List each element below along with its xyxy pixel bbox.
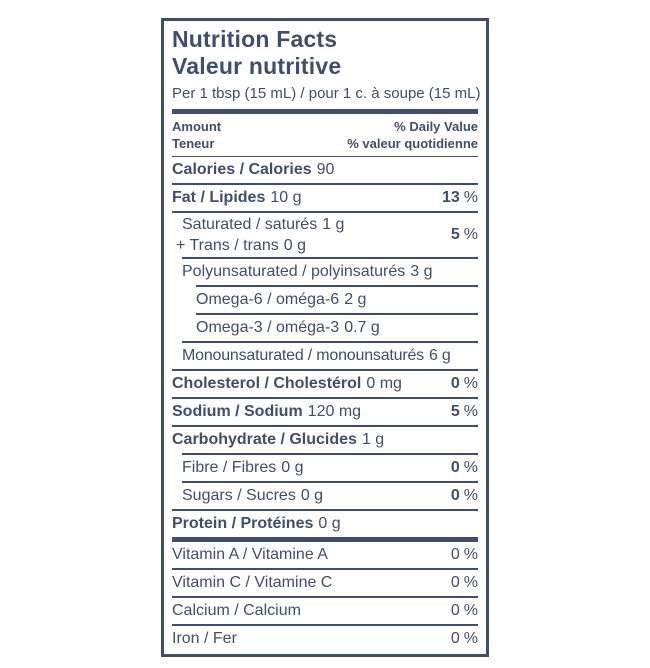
divider: [172, 568, 478, 570]
divider: [172, 211, 478, 213]
divider: [182, 257, 478, 259]
row-cholesterol: Cholesterol / Cholestérol 0 mg 0%: [172, 371, 478, 397]
sodium-daily-value: 5%: [450, 403, 478, 420]
divider: [172, 624, 478, 626]
row-fat: Fat / Lipides 10 g 13%: [172, 185, 478, 211]
polyunsaturated-label: Polyunsaturated / polyinsaturés: [182, 263, 406, 280]
omega6-label: Omega-6 / oméga-6: [196, 291, 340, 308]
row-omega3: Omega-3 / oméga-3 0.7 g: [172, 315, 478, 341]
omega6-value: 2 g: [344, 291, 367, 308]
cholesterol-value: 0 mg: [366, 375, 402, 392]
trans-label: + Trans / trans: [176, 237, 279, 254]
row-protein: Protein / Protéines 0 g: [172, 511, 478, 537]
title-english: Nutrition Facts: [172, 26, 338, 52]
sugars-label: Sugars / Sucres: [182, 487, 296, 504]
fat-label: Fat / Lipides: [172, 189, 266, 206]
row-vitamin-a: Vitamin A / Vitamine A 0%: [172, 542, 478, 568]
daily-value-label-fr: % valeur quotidienne: [347, 136, 478, 151]
carbohydrate-value: 1 g: [361, 431, 385, 448]
divider: [196, 285, 478, 287]
cholesterol-daily-value: 0%: [450, 375, 478, 392]
divider: [172, 509, 478, 511]
row-saturated-trans: Saturated / saturés 1 g + Trans / trans 0 …: [172, 213, 478, 257]
row-omega6: Omega-6 / oméga-6 2 g: [172, 287, 478, 313]
vitamin-c-daily-value: 0%: [450, 574, 478, 591]
column-header-daily-value: % Daily Value % valeur quotidienne: [347, 118, 478, 152]
divider: [172, 596, 478, 598]
protein-value: 0 g: [318, 515, 341, 532]
divider: [172, 156, 478, 157]
thick-divider: [172, 537, 478, 542]
vitamin-c-label: Vitamin C / Vitamine C: [172, 574, 333, 591]
divider: [182, 341, 478, 343]
row-fibre: Fibre / Fibres 0 g 0%: [172, 455, 478, 481]
row-calories: Calories / Calories 90: [172, 157, 478, 183]
divider: [182, 453, 478, 455]
omega3-label: Omega-3 / oméga-3: [196, 319, 340, 336]
nutrition-facts-label: Nutrition Facts Valeur nutritive Per 1 t…: [161, 18, 489, 657]
divider: [172, 183, 478, 185]
carbohydrate-label: Carbohydrate / Glucides: [172, 431, 357, 448]
monounsaturated-label: Monounsaturated / monounsaturés: [182, 347, 424, 364]
row-sugars: Sugars / Sucres 0 g 0%: [172, 483, 478, 509]
title-french: Valeur nutritive: [172, 53, 342, 79]
amount-label-en: Amount: [172, 119, 222, 134]
row-carbohydrate: Carbohydrate / Glucides 1 g: [172, 427, 478, 453]
divider: [172, 425, 478, 427]
row-vitamin-c: Vitamin C / Vitamine C 0%: [172, 570, 478, 596]
row-monounsaturated: Monounsaturated / monounsaturés 6 g: [172, 343, 478, 369]
fibre-value: 0 g: [281, 459, 304, 476]
saturated-trans-daily-value: 5%: [450, 226, 478, 243]
amount-label-fr: Teneur: [172, 136, 215, 151]
iron-label: Iron / Fer: [172, 630, 237, 647]
column-header-amount: Amount Teneur: [172, 118, 221, 152]
sodium-label: Sodium / Sodium: [172, 403, 303, 420]
fibre-daily-value: 0%: [450, 459, 478, 476]
daily-value-label-en: % Daily Value: [394, 119, 478, 134]
iron-daily-value: 0%: [450, 630, 478, 647]
saturated-value: 1 g: [322, 216, 345, 233]
fibre-label: Fibre / Fibres: [182, 459, 277, 476]
thick-divider: [172, 109, 478, 114]
monounsaturated-value: 6 g: [428, 347, 451, 364]
row-calcium: Calcium / Calcium 0%: [172, 598, 478, 624]
divider: [172, 369, 478, 371]
trans-value: 0 g: [283, 237, 306, 254]
fat-value: 10 g: [270, 189, 302, 206]
protein-label: Protein / Protéines: [172, 515, 314, 532]
serving-size: Per 1 tbsp (15 mL) / pour 1 c. à soupe (…: [172, 85, 481, 102]
divider: [196, 313, 478, 315]
row-polyunsaturated: Polyunsaturated / polyinsaturés 3 g: [172, 259, 478, 285]
saturated-label: Saturated / saturés: [182, 216, 318, 233]
vitamin-a-daily-value: 0%: [450, 546, 478, 563]
calcium-daily-value: 0%: [450, 602, 478, 619]
calories-value: 90: [316, 161, 335, 178]
fat-daily-value: 13%: [441, 189, 478, 206]
divider: [182, 481, 478, 483]
row-iron: Iron / Fer 0%: [172, 626, 478, 652]
row-sodium: Sodium / Sodium 120 mg 5%: [172, 399, 478, 425]
column-header: Amount Teneur % Daily Value % valeur quo…: [172, 114, 478, 156]
cholesterol-label: Cholesterol / Cholestérol: [172, 375, 362, 392]
omega3-value: 0.7 g: [344, 319, 380, 336]
sodium-value: 120 mg: [307, 403, 362, 420]
divider: [172, 397, 478, 399]
sugars-daily-value: 0%: [450, 487, 478, 504]
vitamin-a-label: Vitamin A / Vitamine A: [172, 546, 328, 563]
sugars-value: 0 g: [300, 487, 324, 504]
calories-label: Calories / Calories: [172, 161, 312, 178]
polyunsaturated-value: 3 g: [410, 263, 433, 280]
calcium-label: Calcium / Calcium: [172, 602, 301, 619]
